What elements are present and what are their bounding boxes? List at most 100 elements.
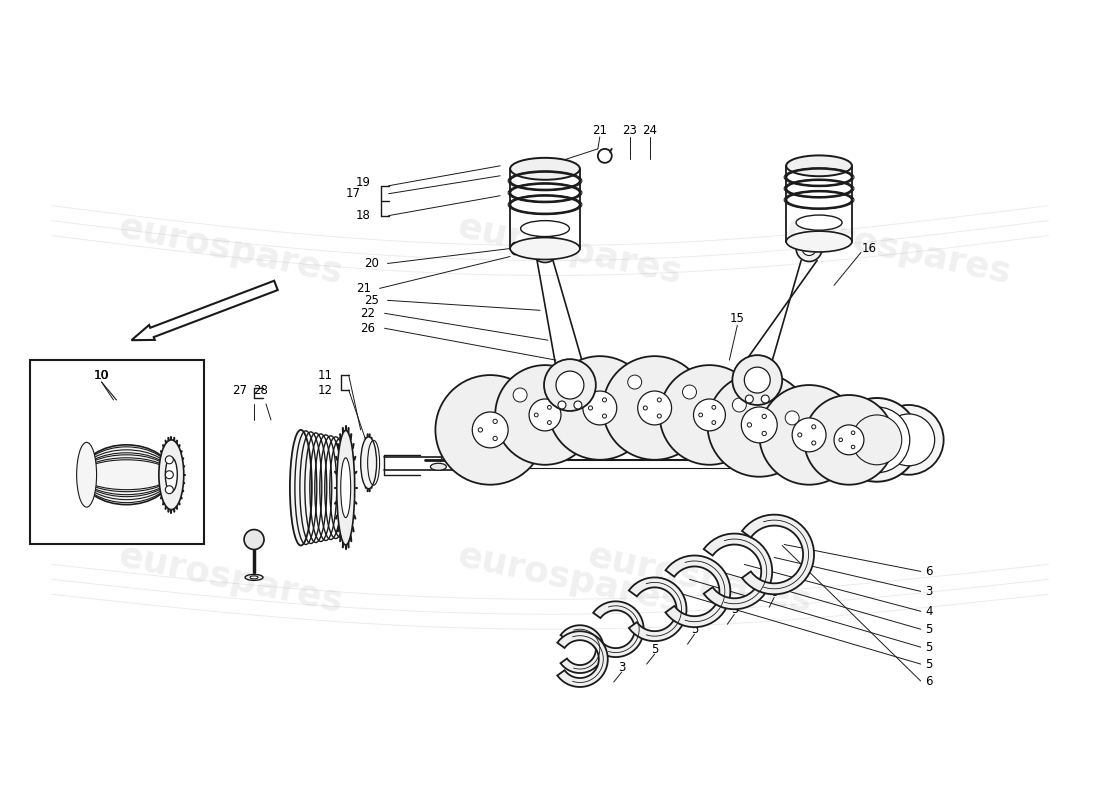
Circle shape (556, 371, 584, 399)
Ellipse shape (165, 458, 177, 492)
Text: 1: 1 (525, 434, 531, 446)
Text: 15: 15 (730, 312, 745, 325)
Circle shape (574, 401, 582, 409)
Circle shape (835, 398, 918, 482)
Circle shape (712, 421, 716, 425)
Circle shape (733, 398, 746, 412)
Circle shape (548, 406, 551, 410)
Circle shape (513, 388, 527, 402)
Circle shape (573, 375, 587, 389)
Circle shape (165, 486, 174, 494)
Text: 17: 17 (345, 187, 361, 200)
Circle shape (544, 359, 596, 411)
Ellipse shape (521, 241, 534, 257)
Circle shape (535, 413, 538, 417)
Circle shape (759, 385, 859, 485)
Ellipse shape (786, 155, 851, 176)
Text: 10: 10 (95, 369, 109, 382)
Text: 5: 5 (925, 641, 933, 654)
Circle shape (583, 391, 617, 425)
Circle shape (658, 398, 661, 402)
Circle shape (745, 367, 770, 393)
Circle shape (812, 425, 816, 429)
Text: eurospares: eurospares (584, 539, 815, 620)
Ellipse shape (520, 221, 570, 237)
Text: 6: 6 (770, 586, 778, 599)
Text: 9: 9 (441, 434, 449, 446)
Circle shape (588, 406, 593, 410)
Text: 2: 2 (854, 411, 860, 425)
Text: 5: 5 (691, 622, 698, 636)
Circle shape (506, 381, 535, 409)
Polygon shape (132, 281, 277, 340)
Text: 12: 12 (318, 383, 333, 397)
Text: 11: 11 (318, 369, 333, 382)
Text: 5: 5 (925, 622, 933, 636)
Text: 6: 6 (925, 674, 933, 687)
Text: 5: 5 (925, 658, 933, 670)
Circle shape (712, 406, 716, 410)
Circle shape (733, 355, 782, 405)
Circle shape (844, 407, 910, 473)
Circle shape (658, 414, 661, 418)
Ellipse shape (341, 458, 351, 518)
Text: 6: 6 (925, 565, 933, 578)
Text: 13: 13 (869, 411, 884, 425)
Circle shape (747, 422, 751, 427)
Text: 27: 27 (232, 383, 248, 397)
Circle shape (839, 438, 843, 442)
Text: 3: 3 (925, 585, 933, 598)
Circle shape (762, 431, 767, 436)
Circle shape (638, 391, 672, 425)
Circle shape (472, 412, 508, 448)
Circle shape (873, 405, 944, 474)
Ellipse shape (361, 437, 376, 489)
Circle shape (804, 395, 894, 485)
Circle shape (851, 445, 855, 449)
Circle shape (778, 404, 806, 432)
Text: eurospares: eurospares (454, 539, 685, 620)
Circle shape (165, 470, 174, 478)
Polygon shape (629, 578, 686, 641)
Circle shape (478, 428, 483, 432)
Circle shape (785, 411, 799, 425)
Ellipse shape (430, 463, 447, 470)
Polygon shape (704, 534, 772, 610)
Circle shape (851, 415, 902, 465)
Ellipse shape (337, 430, 354, 545)
Circle shape (493, 419, 497, 423)
Circle shape (682, 385, 696, 399)
Circle shape (565, 368, 594, 396)
Polygon shape (742, 514, 814, 594)
Text: 24: 24 (642, 125, 657, 138)
Circle shape (762, 414, 767, 418)
Circle shape (796, 235, 822, 262)
Text: 16: 16 (861, 242, 877, 255)
Circle shape (529, 399, 561, 431)
Text: 21: 21 (592, 125, 607, 138)
Circle shape (558, 401, 565, 409)
Circle shape (620, 368, 649, 396)
Text: 3: 3 (618, 661, 626, 674)
Circle shape (812, 441, 816, 445)
Polygon shape (558, 631, 607, 687)
Text: 25: 25 (364, 294, 378, 307)
Circle shape (244, 530, 264, 550)
Ellipse shape (796, 215, 843, 230)
Text: eurospares: eurospares (454, 210, 685, 291)
Circle shape (165, 456, 174, 464)
Circle shape (603, 414, 606, 418)
Circle shape (834, 425, 864, 455)
Text: 4: 4 (925, 605, 933, 618)
Circle shape (495, 365, 595, 465)
FancyBboxPatch shape (30, 360, 205, 545)
Circle shape (707, 373, 811, 477)
Text: 19: 19 (355, 176, 371, 190)
Circle shape (741, 407, 778, 443)
Ellipse shape (786, 231, 851, 252)
Circle shape (628, 375, 641, 389)
Circle shape (883, 414, 935, 466)
Circle shape (660, 365, 759, 465)
Ellipse shape (290, 430, 311, 546)
Ellipse shape (158, 440, 184, 510)
